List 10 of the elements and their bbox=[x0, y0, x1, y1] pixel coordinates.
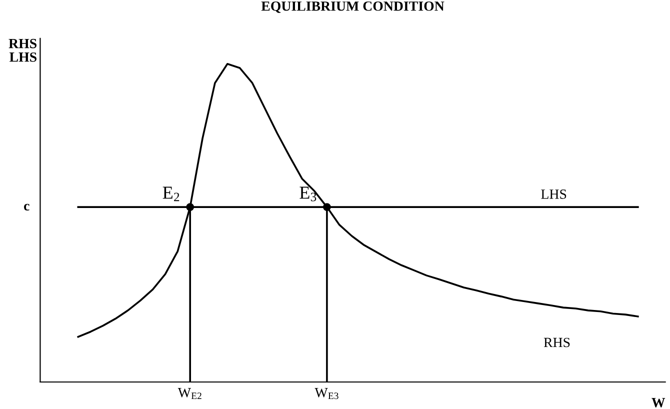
chart-title: EQUILIBRIUM CONDITION bbox=[261, 1, 444, 13]
annotation: E$_{3}$ bbox=[300, 186, 316, 202]
y-axis-title: RHS LHS bbox=[8, 38, 36, 62]
x-axis-title: W bbox=[652, 398, 666, 408]
text: RHS bbox=[544, 338, 570, 348]
text: c bbox=[24, 204, 30, 211]
series-label: LHS bbox=[541, 190, 566, 199]
annotation: E$_{2}$ bbox=[162, 186, 180, 202]
x-tick-label: W$_{E3}$ bbox=[314, 388, 338, 400]
x-tick-label: W$_{E2}$ bbox=[178, 388, 202, 400]
